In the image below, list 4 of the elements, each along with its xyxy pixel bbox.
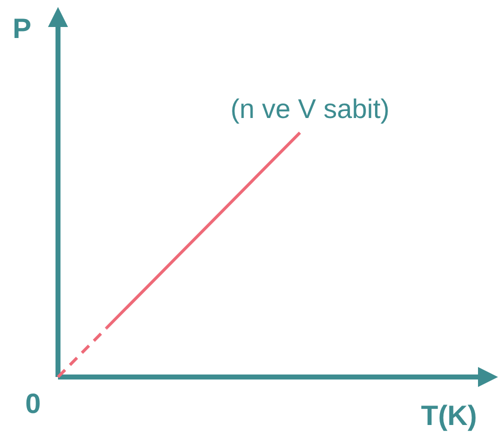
text: (n ve V sabit): [230, 94, 390, 124]
x-axis-title: T(K): [421, 400, 477, 431]
text: 0: [25, 388, 41, 419]
y-axis-title: P: [12, 13, 32, 44]
